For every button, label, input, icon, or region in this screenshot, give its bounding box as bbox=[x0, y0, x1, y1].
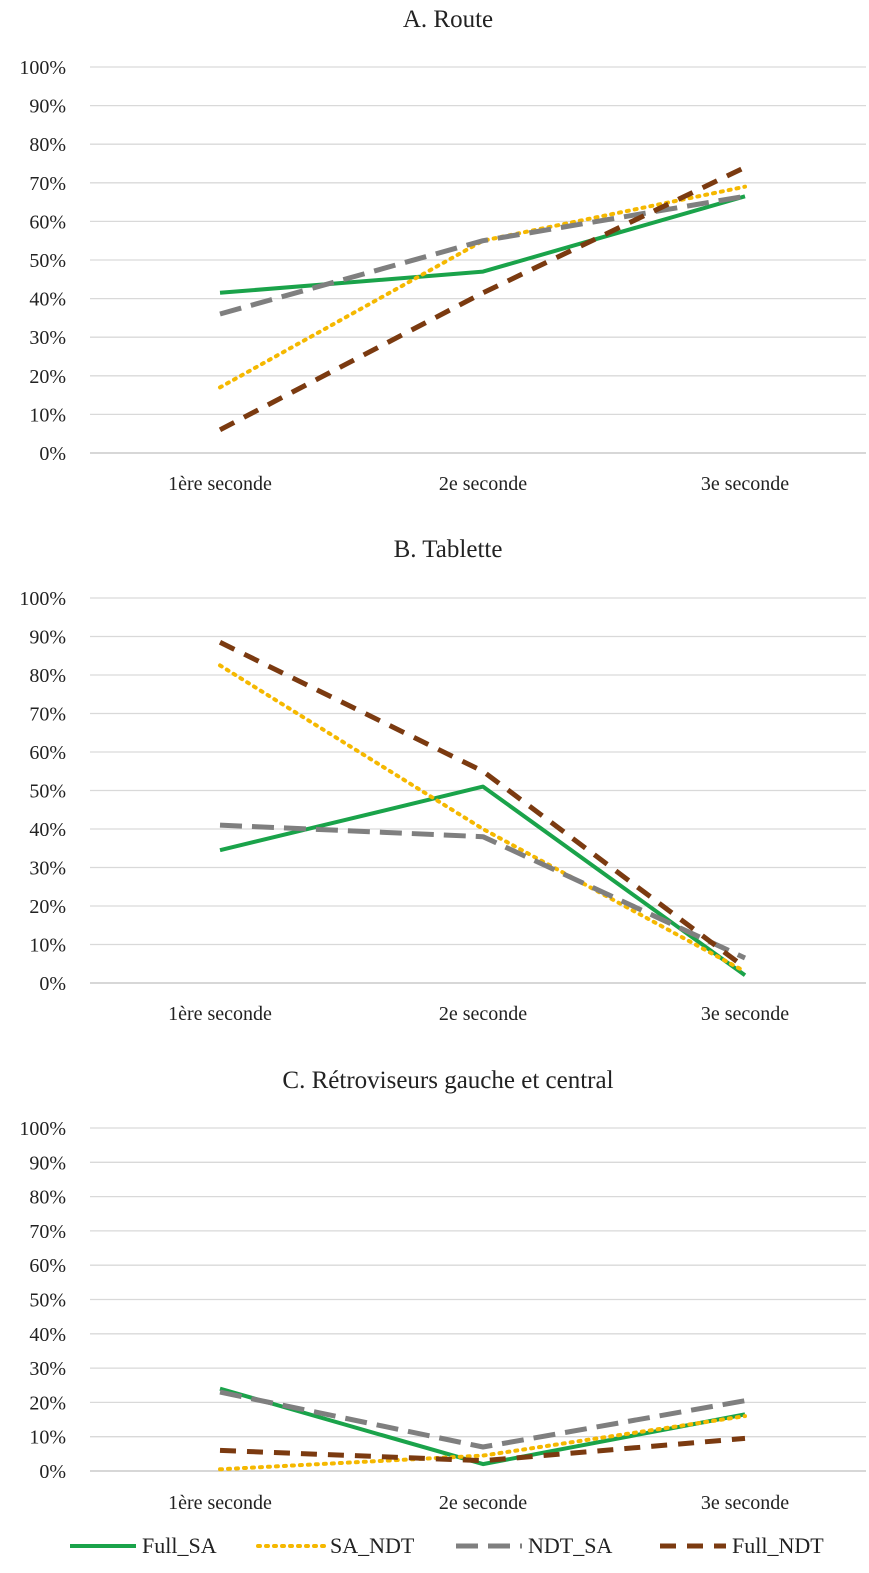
series-line-ndt-sa bbox=[219, 822, 747, 961]
y-tick-label: 60% bbox=[29, 742, 66, 764]
x-tick-label: 3e seconde bbox=[701, 1492, 789, 1514]
x-tick-label: 3e seconde bbox=[701, 1003, 789, 1025]
series-line-sa-ndt bbox=[218, 663, 747, 974]
y-tick-label: 90% bbox=[29, 96, 66, 118]
chart-title: A. Route bbox=[403, 6, 493, 33]
series-line-full-sa bbox=[219, 784, 747, 977]
series-line-ndt-sa bbox=[219, 193, 746, 317]
y-tick-label: 0% bbox=[39, 973, 66, 995]
series-line-sa-ndt bbox=[218, 1414, 747, 1472]
chart-panel-route: A. Route 0% 10% 20% 30% 40% 50% 60% 70% 80% 90% 100… bbox=[19, 6, 866, 495]
x-tick-label: 1ère seconde bbox=[168, 473, 272, 495]
y-tick-label: 100% bbox=[19, 1118, 66, 1140]
series-line-sa-ndt bbox=[218, 184, 747, 390]
y-tick-label: 80% bbox=[29, 134, 66, 156]
series-line-full-sa bbox=[219, 194, 746, 295]
y-tick-label: 40% bbox=[29, 1324, 66, 1346]
y-tick-label: 30% bbox=[29, 327, 66, 349]
y-tick-label: 20% bbox=[29, 896, 66, 918]
series-line-ndt-sa bbox=[219, 1389, 746, 1450]
y-tick-label: 40% bbox=[29, 289, 66, 311]
y-tick-label: 40% bbox=[29, 819, 66, 841]
y-tick-label: 30% bbox=[29, 858, 66, 880]
y-tick-label: 60% bbox=[29, 1255, 66, 1277]
y-tick-label: 10% bbox=[29, 935, 66, 957]
y-tick-label: 50% bbox=[29, 1290, 66, 1312]
legend-label: Full_NDT bbox=[732, 1533, 824, 1558]
x-tick-label: 3e seconde bbox=[701, 473, 789, 495]
y-tick-label: 60% bbox=[29, 211, 66, 233]
y-tick-label: 70% bbox=[29, 704, 66, 726]
chart-legend: Full_SA SA_NDT NDT_SA Full_NDT bbox=[70, 1533, 824, 1558]
y-tick-label: 100% bbox=[19, 57, 66, 79]
chart-panel-retroviseurs: C. Rétroviseurs gauche et central 0% 10% 20… bbox=[19, 1067, 866, 1514]
x-tick-label: 2e seconde bbox=[439, 473, 527, 495]
y-tick-label: 0% bbox=[39, 443, 66, 465]
x-tick-label: 2e seconde bbox=[439, 1003, 527, 1025]
y-tick-label: 70% bbox=[29, 173, 66, 195]
x-tick-label: 1ère seconde bbox=[168, 1492, 272, 1514]
y-tick-label: 20% bbox=[29, 366, 66, 388]
y-tick-label: 0% bbox=[39, 1461, 66, 1483]
y-tick-label: 70% bbox=[29, 1221, 66, 1243]
y-tick-label: 90% bbox=[29, 627, 66, 649]
y-tick-label: 20% bbox=[29, 1392, 66, 1414]
x-tick-label: 2e seconde bbox=[439, 1492, 527, 1514]
y-tick-label: 50% bbox=[29, 250, 66, 272]
chart-title: B. Tablette bbox=[394, 536, 503, 563]
y-tick-label: 10% bbox=[29, 404, 66, 426]
x-tick-label: 1ère seconde bbox=[168, 1003, 272, 1025]
chart-title: C. Rétroviseurs gauche et central bbox=[282, 1067, 613, 1094]
y-tick-label: 90% bbox=[29, 1152, 66, 1174]
y-tick-label: 80% bbox=[29, 665, 66, 687]
chart-panel-tablette: B. Tablette 0% 10% 20% 30% 40% 50% 60% 70% 80% 90%… bbox=[19, 536, 866, 1025]
series-line-full-ndt bbox=[219, 1435, 746, 1464]
series-line-full-ndt bbox=[218, 165, 747, 433]
y-tick-label: 80% bbox=[29, 1187, 66, 1209]
legend-label: SA_NDT bbox=[330, 1533, 415, 1558]
legend-label: Full_SA bbox=[142, 1533, 217, 1558]
y-tick-label: 100% bbox=[19, 588, 66, 610]
y-tick-label: 50% bbox=[29, 781, 66, 803]
legend-label: NDT_SA bbox=[528, 1533, 612, 1558]
y-tick-label: 10% bbox=[29, 1427, 66, 1449]
y-tick-label: 30% bbox=[29, 1358, 66, 1380]
